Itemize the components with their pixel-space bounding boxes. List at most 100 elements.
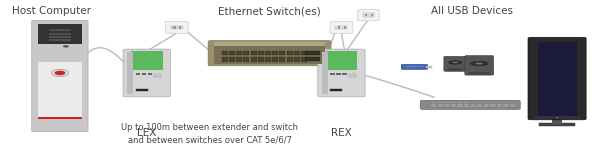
Bar	[363, 13, 374, 17]
Bar	[468, 72, 490, 74]
FancyBboxPatch shape	[358, 10, 379, 21]
Bar	[431, 106, 436, 107]
Bar	[447, 68, 463, 71]
Bar	[331, 89, 343, 91]
Bar	[305, 50, 320, 55]
Bar	[510, 105, 516, 106]
Ellipse shape	[55, 71, 65, 75]
Bar	[301, 51, 307, 55]
Bar	[265, 51, 271, 55]
Bar	[490, 105, 496, 106]
Bar	[49, 39, 71, 41]
Ellipse shape	[476, 63, 483, 64]
Bar	[305, 57, 320, 61]
Bar	[437, 102, 443, 103]
Bar	[444, 106, 449, 107]
Bar	[229, 57, 235, 62]
Bar	[273, 57, 279, 62]
Bar	[49, 33, 71, 35]
Bar	[471, 104, 476, 105]
Bar	[214, 45, 325, 64]
Bar	[280, 57, 286, 62]
Bar	[503, 105, 509, 106]
Bar	[464, 105, 470, 106]
Bar	[437, 104, 443, 105]
Bar	[464, 106, 470, 107]
Bar	[273, 51, 279, 55]
Bar	[510, 104, 516, 105]
Bar	[503, 104, 509, 105]
Bar	[451, 106, 456, 107]
Bar	[426, 66, 432, 68]
Bar	[464, 102, 470, 103]
Bar	[444, 105, 449, 106]
Bar	[535, 116, 580, 119]
Bar	[171, 26, 183, 29]
Bar	[301, 57, 307, 62]
Ellipse shape	[63, 45, 69, 48]
Bar	[173, 26, 176, 29]
FancyBboxPatch shape	[465, 56, 494, 75]
Bar	[337, 73, 340, 75]
Bar	[431, 105, 436, 106]
Text: LEX: LEX	[137, 128, 156, 138]
Text: All USB Devices: All USB Devices	[431, 6, 513, 16]
Bar	[131, 51, 163, 70]
Bar	[179, 26, 181, 29]
Text: Ethernet Switch(es): Ethernet Switch(es)	[218, 6, 321, 16]
Bar	[280, 51, 286, 55]
Bar	[251, 51, 257, 55]
Bar	[322, 52, 328, 94]
Bar	[458, 102, 463, 103]
FancyBboxPatch shape	[208, 41, 331, 66]
Bar	[265, 57, 271, 62]
Bar	[490, 104, 496, 105]
Bar	[38, 62, 82, 117]
Bar	[455, 106, 485, 107]
Bar	[229, 51, 235, 55]
Bar	[458, 105, 463, 106]
Bar	[251, 57, 257, 62]
Bar	[444, 102, 449, 103]
FancyBboxPatch shape	[32, 20, 88, 132]
Bar	[437, 106, 443, 107]
Bar	[148, 73, 152, 75]
Bar	[344, 26, 346, 29]
Bar	[214, 42, 325, 46]
FancyBboxPatch shape	[420, 100, 520, 109]
Bar	[451, 104, 456, 105]
Text: REX: REX	[331, 128, 352, 138]
Bar	[458, 104, 463, 105]
Bar	[503, 106, 509, 107]
FancyBboxPatch shape	[330, 21, 353, 33]
Bar	[222, 51, 228, 55]
Bar	[237, 57, 243, 62]
Bar	[258, 57, 264, 62]
Bar	[287, 57, 293, 62]
Bar	[437, 105, 443, 106]
Bar	[135, 73, 140, 75]
Bar	[477, 105, 483, 106]
Bar	[294, 57, 300, 62]
FancyBboxPatch shape	[528, 37, 586, 120]
FancyBboxPatch shape	[165, 21, 188, 33]
Bar	[49, 36, 71, 38]
Bar	[497, 105, 502, 106]
Bar	[349, 74, 356, 77]
Ellipse shape	[453, 62, 458, 63]
Bar	[294, 51, 300, 55]
FancyBboxPatch shape	[317, 49, 365, 97]
Bar	[490, 106, 496, 107]
Bar	[222, 57, 228, 62]
Bar	[365, 14, 367, 16]
Bar	[451, 102, 456, 103]
Bar	[458, 106, 463, 107]
Bar	[477, 104, 483, 105]
Bar	[538, 42, 577, 116]
Bar	[244, 51, 250, 55]
Bar	[464, 104, 470, 105]
Bar	[471, 105, 476, 106]
FancyBboxPatch shape	[123, 49, 170, 97]
Bar	[497, 104, 502, 105]
Bar	[127, 52, 133, 94]
